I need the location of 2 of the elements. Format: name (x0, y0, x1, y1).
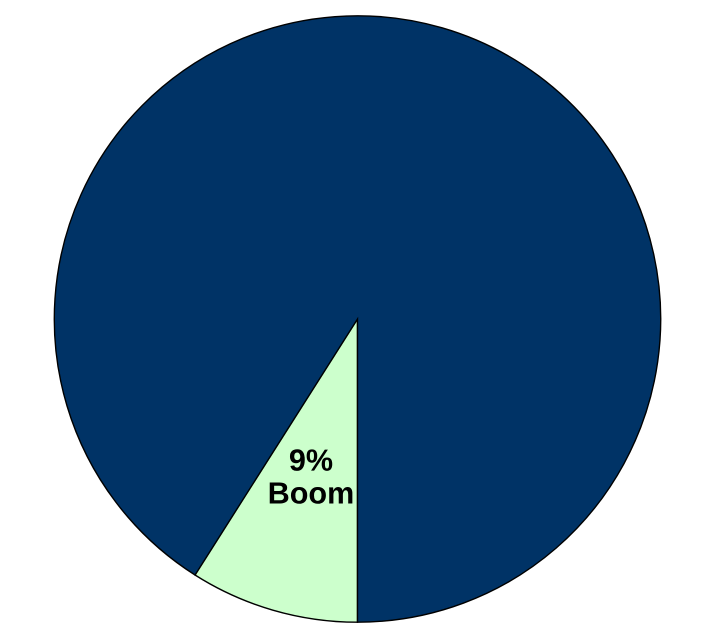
slice-label: Boom (270, 482, 352, 504)
data-label: 9% (290, 449, 332, 471)
